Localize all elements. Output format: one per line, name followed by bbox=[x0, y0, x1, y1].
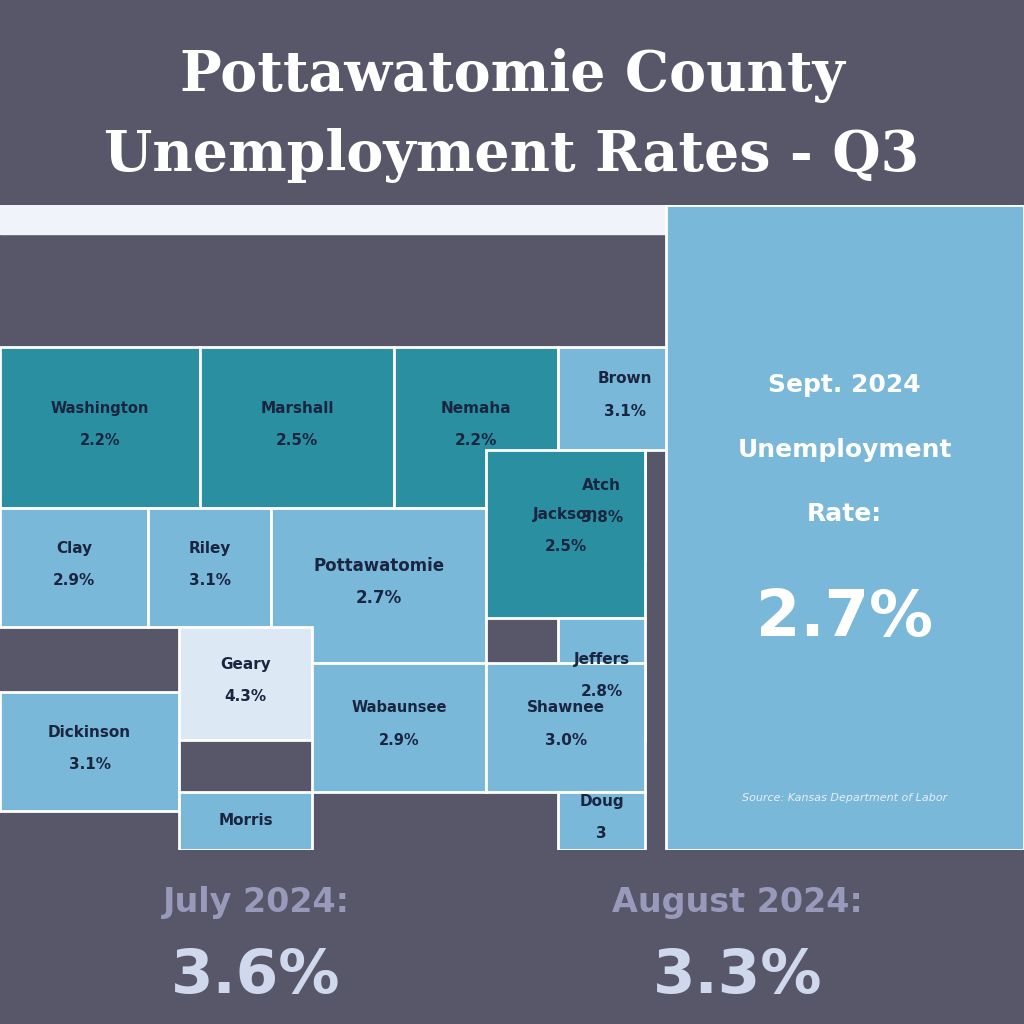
Text: 2.8%: 2.8% bbox=[581, 684, 623, 699]
Bar bbox=[179, 628, 312, 740]
Text: Dickinson: Dickinson bbox=[48, 725, 131, 739]
Bar bbox=[558, 450, 645, 559]
Text: 3.1%: 3.1% bbox=[188, 573, 231, 588]
Text: Sept. 2024: Sept. 2024 bbox=[768, 374, 922, 397]
Text: Shawnee: Shawnee bbox=[526, 700, 605, 716]
Text: Pottawatomie: Pottawatomie bbox=[313, 557, 444, 575]
Bar bbox=[486, 663, 645, 792]
Bar bbox=[394, 347, 558, 508]
Bar bbox=[0, 347, 200, 508]
Bar bbox=[486, 450, 645, 617]
Text: Unemployment: Unemployment bbox=[737, 438, 952, 462]
Text: 2.5%: 2.5% bbox=[275, 433, 318, 447]
Text: July 2024:: July 2024: bbox=[163, 886, 349, 919]
Bar bbox=[558, 617, 645, 740]
Text: 3.6%: 3.6% bbox=[171, 947, 341, 1007]
Bar bbox=[0, 508, 148, 628]
Text: 3.3%: 3.3% bbox=[652, 947, 822, 1007]
Text: Doug: Doug bbox=[580, 794, 624, 809]
Text: August 2024:: August 2024: bbox=[612, 886, 862, 919]
Bar bbox=[148, 508, 271, 628]
Text: Clay: Clay bbox=[56, 541, 92, 556]
Text: 2.9%: 2.9% bbox=[379, 733, 420, 748]
Text: Geary: Geary bbox=[220, 657, 271, 672]
Text: Pottawatomie County: Pottawatomie County bbox=[179, 48, 845, 103]
Bar bbox=[558, 347, 691, 450]
Text: 2.5%: 2.5% bbox=[545, 540, 587, 554]
Text: 2.2%: 2.2% bbox=[80, 433, 120, 447]
Text: Riley: Riley bbox=[188, 541, 231, 556]
Text: Source: Kansas Department of Labor: Source: Kansas Department of Labor bbox=[742, 794, 947, 803]
Bar bbox=[666, 205, 1024, 850]
Text: Nemaha: Nemaha bbox=[441, 400, 511, 416]
Text: 2.9%: 2.9% bbox=[53, 573, 95, 588]
Text: Washington: Washington bbox=[50, 400, 150, 416]
Text: 3.0%: 3.0% bbox=[545, 733, 587, 748]
Bar bbox=[0, 692, 179, 811]
Text: 2.7%: 2.7% bbox=[355, 590, 402, 607]
Text: Rate:: Rate: bbox=[807, 503, 883, 526]
Bar bbox=[179, 792, 312, 850]
Text: 3.1%: 3.1% bbox=[603, 403, 646, 419]
Text: Wabaunsee: Wabaunsee bbox=[351, 700, 447, 716]
Text: 2.7%: 2.7% bbox=[757, 587, 933, 648]
Text: 2.2%: 2.2% bbox=[455, 433, 498, 447]
Text: Jackson: Jackson bbox=[534, 507, 598, 522]
Text: Atch: Atch bbox=[582, 478, 622, 493]
Text: Brown: Brown bbox=[597, 372, 652, 386]
Text: Unemployment Rates - Q3: Unemployment Rates - Q3 bbox=[104, 128, 920, 183]
Text: Marshall: Marshall bbox=[260, 400, 334, 416]
Bar bbox=[200, 347, 394, 508]
Text: 4.3%: 4.3% bbox=[224, 689, 267, 705]
Text: 3: 3 bbox=[596, 826, 607, 842]
Bar bbox=[558, 792, 645, 850]
Bar bbox=[0, 205, 1024, 233]
Bar bbox=[271, 508, 486, 663]
Text: 3.8%: 3.8% bbox=[581, 510, 623, 525]
Text: Morris: Morris bbox=[218, 813, 273, 828]
Text: Jeffers: Jeffers bbox=[573, 652, 630, 667]
Bar bbox=[312, 663, 486, 792]
Text: 3.1%: 3.1% bbox=[69, 757, 111, 772]
